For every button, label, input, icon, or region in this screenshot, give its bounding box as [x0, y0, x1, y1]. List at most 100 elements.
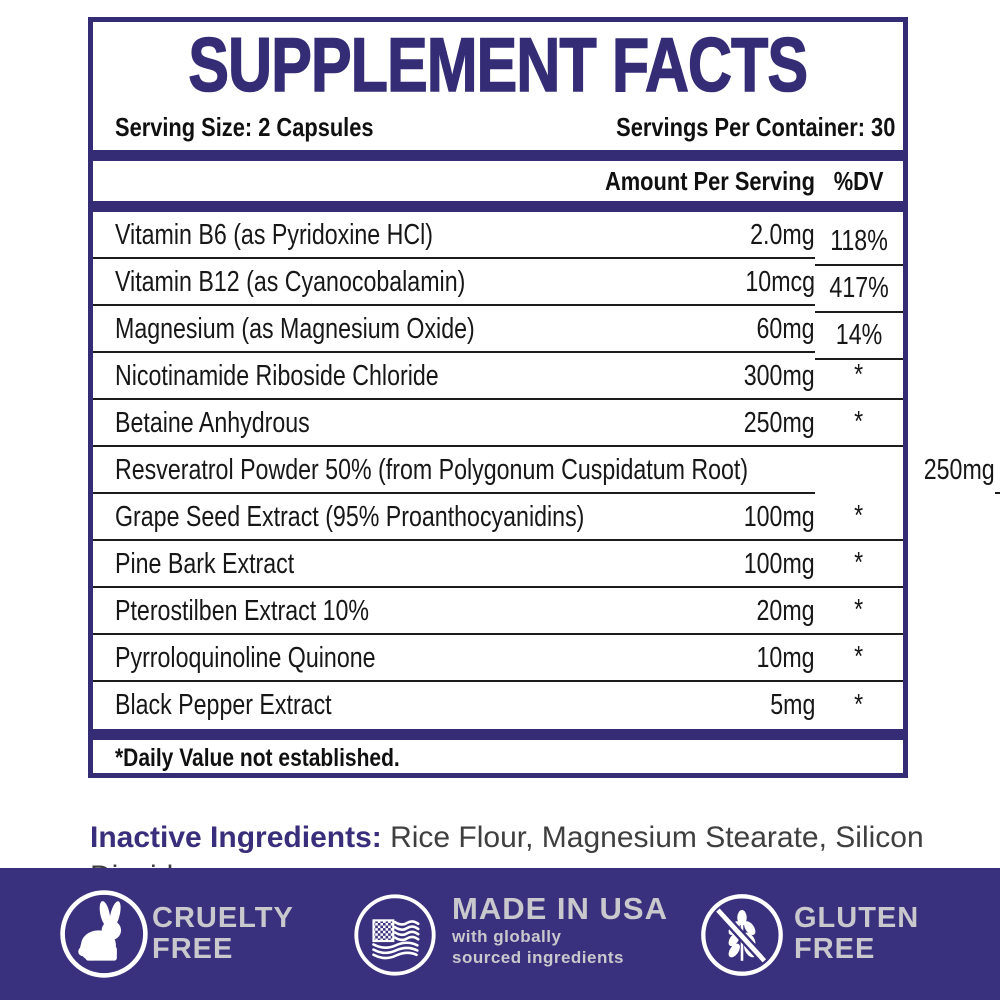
row-name-cell: Vitamin B6 (as Pyridoxine HCl) [115, 219, 734, 252]
table-row: Resveratrol Powder 50% (from Polygonum C… [93, 447, 1000, 494]
table-row: Magnesium (as Magnesium Oxide) 60mg 14% [93, 306, 903, 360]
row-name: Resveratrol Powder 50% (from Polygonum C… [115, 454, 749, 486]
row-name: Nicotinamide Riboside Chloride [115, 360, 439, 392]
row-dv-cell: * [815, 353, 903, 400]
row-amount: 2.0mg [750, 219, 815, 251]
divider-bar-bottom [93, 729, 903, 740]
row-name-cell: Pine Bark Extract [115, 548, 726, 581]
row-dv-cell: * [815, 588, 903, 635]
row-name: Vitamin B6 (as Pyridoxine HCl) [115, 219, 434, 251]
row-name-cell: Magnesium (as Magnesium Oxide) [115, 313, 742, 346]
row-dv: * [854, 359, 864, 391]
table-row: Pine Bark Extract 100mg * [93, 541, 903, 588]
row-dv-cell: * [815, 635, 903, 682]
row-amount: 10mg [756, 642, 815, 674]
cruelty-free-line1: CRUELTY [152, 902, 294, 934]
row-amount: 250mg [924, 454, 996, 486]
row-amount-cell: 300mg [726, 360, 815, 393]
row-dv: 14% [835, 319, 883, 351]
row-dv-cell: * [995, 447, 1000, 494]
row-dv: 417% [829, 272, 889, 304]
table-row: Pyrroloquinoline Quinone 10mg * [93, 635, 903, 682]
row-dv: 118% [830, 225, 888, 257]
made-in-usa-subline1: with globally [452, 927, 562, 946]
divider-bar-top [93, 150, 903, 161]
supplement-facts-panel: SUPPLEMENT FACTS Serving Size: 2 Capsule… [88, 17, 1000, 778]
row-dv: * [854, 641, 864, 673]
row-amount: 100mg [744, 501, 815, 533]
row-dv-cell: 118% [815, 219, 903, 266]
gluten-free-icon [701, 894, 783, 976]
row-dv-cell: 417% [815, 266, 903, 313]
row-name-cell: Black Pepper Extract [115, 689, 759, 722]
row-amount-cell: 10mcg [728, 266, 815, 299]
dv-footnote-text: *Daily Value not established. [115, 744, 400, 772]
row-name-cell: Resveratrol Powder 50% (from Polygonum C… [115, 454, 906, 487]
gluten-free-label: GLUTEN FREE [794, 903, 919, 965]
row-dv-cell: * [815, 400, 903, 447]
row-amount: 100mg [744, 548, 815, 580]
made-in-usa-badge: MADE IN USA with globally sourced ingred… [452, 892, 668, 968]
row-name: Vitamin B12 (as Cyanocobalamin) [115, 266, 466, 298]
row-amount-cell: 250mg [906, 454, 995, 487]
row-amount-cell: 2.0mg [734, 219, 815, 252]
row-dv: * [854, 689, 864, 721]
footer-band: CRUELTY FREE MADE IN USA [0, 868, 1000, 1000]
row-dv: * [854, 547, 864, 579]
row-amount: 10mcg [745, 266, 815, 298]
row-dv: * [854, 500, 864, 532]
row-amount: 300mg [744, 360, 815, 392]
facts-table-rows: Vitamin B6 (as Pyridoxine HCl) 2.0mg 118… [93, 212, 1000, 729]
made-in-usa-title: MADE IN USA [452, 891, 668, 926]
row-name: Pterostilben Extract 10% [115, 595, 370, 627]
row-amount-cell: 5mg [759, 689, 815, 722]
row-amount-cell: 60mg [742, 313, 815, 346]
row-amount-cell: 100mg [726, 501, 815, 534]
row-name-cell: Betaine Anhydrous [115, 407, 726, 440]
inactive-label: Inactive Ingredients: [90, 821, 382, 854]
serving-size: Serving Size: 2 Capsules [115, 111, 374, 142]
row-amount-cell: 250mg [726, 407, 815, 440]
dv-header-cell: %DV [815, 166, 903, 197]
row-name-cell: Pterostilben Extract 10% [115, 595, 742, 628]
row-name: Magnesium (as Magnesium Oxide) [115, 313, 475, 345]
row-dv: * [854, 406, 864, 438]
made-in-usa-subline2: sourced ingredients [452, 948, 624, 967]
serving-row: Serving Size: 2 Capsules Servings Per Co… [93, 108, 903, 150]
row-amount-cell: 100mg [726, 548, 815, 581]
amount-per-serving-header: Amount Per Serving [605, 165, 815, 196]
row-name-cell: Pyrroloquinoline Quinone [115, 642, 742, 675]
gluten-free-line2: FREE [794, 933, 876, 965]
row-amount-cell: 20mg [742, 595, 815, 628]
row-amount: 250mg [744, 407, 815, 439]
divider-bar-header [93, 201, 903, 212]
dv-header: %DV [834, 165, 884, 196]
row-name: Betaine Anhydrous [115, 407, 310, 439]
table-row: Grape Seed Extract (95% Proanthocyanidin… [93, 494, 903, 541]
table-row: Nicotinamide Riboside Chloride 300mg * [93, 353, 903, 400]
row-dv-cell: * [815, 494, 903, 541]
cruelty-free-line2: FREE [152, 933, 234, 965]
row-name-cell: Vitamin B12 (as Cyanocobalamin) [115, 266, 728, 299]
table-header-row: Amount Per Serving %DV [93, 161, 903, 201]
row-dv-cell: * [815, 682, 903, 729]
row-amount: 5mg [769, 689, 815, 721]
row-name: Black Pepper Extract [115, 689, 332, 721]
row-name-cell: Nicotinamide Riboside Chloride [115, 360, 726, 393]
row-amount-cell: 10mg [742, 642, 815, 675]
gluten-free-line1: GLUTEN [794, 902, 920, 934]
table-row: Black Pepper Extract 5mg * [93, 682, 903, 729]
dv-footnote: *Daily Value not established. [93, 740, 903, 777]
table-row: Pterostilben Extract 10% 20mg * [93, 588, 903, 635]
servings-per-container: Servings Per Container: 30 [615, 111, 895, 142]
table-row: Betaine Anhydrous 250mg * [93, 400, 903, 447]
cruelty-free-label: CRUELTY FREE [152, 903, 294, 965]
table-row: Vitamin B6 (as Pyridoxine HCl) 2.0mg 118… [93, 212, 903, 266]
row-dv-cell: 14% [815, 313, 903, 360]
rabbit-icon [60, 890, 148, 978]
row-amount: 20mg [756, 595, 815, 627]
table-row: Vitamin B12 (as Cyanocobalamin) 10mcg 41… [93, 259, 903, 313]
panel-title: SUPPLEMENT FACTS [93, 22, 903, 109]
row-dv-cell: * [815, 541, 903, 588]
panel-title-text: SUPPLEMENT FACTS [188, 22, 809, 109]
